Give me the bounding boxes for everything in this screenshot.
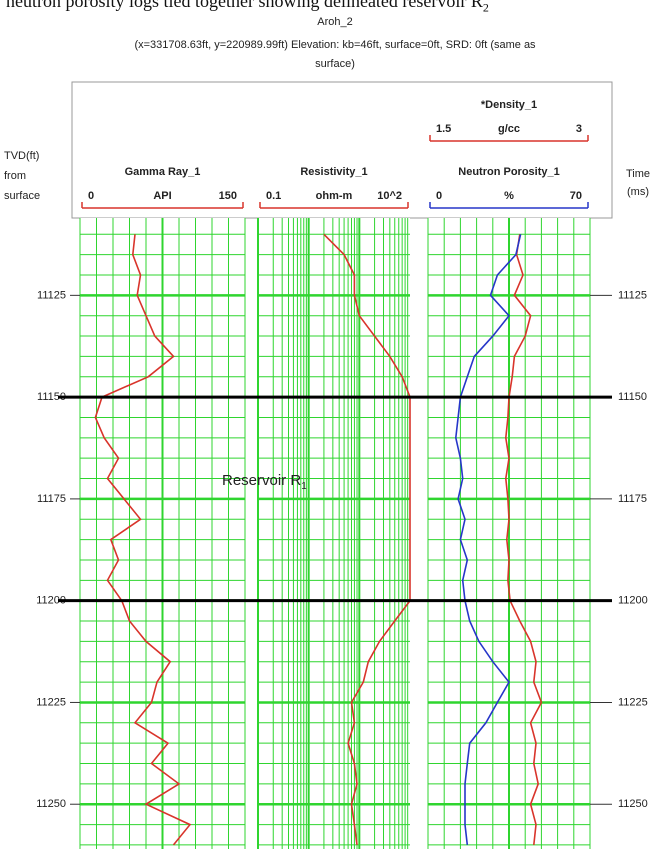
y2-tick-label: 11250 xyxy=(618,798,648,810)
y-tick-label: 11175 xyxy=(37,493,66,505)
log-curve xyxy=(323,233,411,846)
y2-tick-label: 11175 xyxy=(618,493,647,505)
y2-tick-label: 11150 xyxy=(618,391,647,403)
curve-unit: API xyxy=(153,190,171,202)
log-curve xyxy=(504,234,543,845)
scale-label: 70 xyxy=(570,190,582,202)
y-tick-label: 11250 xyxy=(36,798,66,810)
log-curve xyxy=(94,234,192,846)
log-curve xyxy=(454,234,522,845)
y2-tick-label: 11125 xyxy=(618,289,647,301)
annotation-text: Reservoir R xyxy=(222,472,301,489)
curve-name: *Density_1 xyxy=(481,99,537,111)
y-tick-label: 11225 xyxy=(36,696,66,708)
y-tick-label: 11200 xyxy=(36,595,66,607)
annotation: Reservoir R1 xyxy=(222,472,307,492)
subtitle: (x=331708.63ft, y=220989.99ft) Elevation… xyxy=(134,39,536,70)
scale-label: 150 xyxy=(219,190,237,202)
curve-name: Gamma Ray_1 xyxy=(125,166,201,178)
annotation-subscript: 1 xyxy=(301,481,307,492)
track-background xyxy=(258,218,410,849)
y-tick-label: 11150 xyxy=(37,391,66,403)
curve-name: Neutron Porosity_1 xyxy=(458,166,559,178)
scale-label: 0.1 xyxy=(266,190,281,202)
y2-label: Time (ms) xyxy=(625,168,651,198)
scale-label: 10^2 xyxy=(377,190,402,202)
scale-label: 3 xyxy=(576,123,582,135)
caption-text: neutron porosity logs tied together show… xyxy=(6,0,483,11)
y-label: TVD(ft) from surface xyxy=(4,150,41,202)
caption: neutron porosity logs tied together show… xyxy=(6,0,489,16)
y2-tick-label: 11200 xyxy=(618,595,648,607)
scale-label: 1.5 xyxy=(436,123,451,135)
y-tick-label: 11125 xyxy=(37,289,66,301)
curve-name: Resistivity_1 xyxy=(300,166,367,178)
title: Aroh_2 xyxy=(317,16,353,28)
y2-tick-label: 11225 xyxy=(618,696,648,708)
curve-unit: % xyxy=(504,190,514,202)
scale-label: 0 xyxy=(436,190,442,202)
curve-unit: ohm-m xyxy=(316,190,353,202)
curve-unit: g/cc xyxy=(498,123,520,135)
caption-subscript: 2 xyxy=(482,0,489,15)
scale-label: 0 xyxy=(88,190,94,202)
